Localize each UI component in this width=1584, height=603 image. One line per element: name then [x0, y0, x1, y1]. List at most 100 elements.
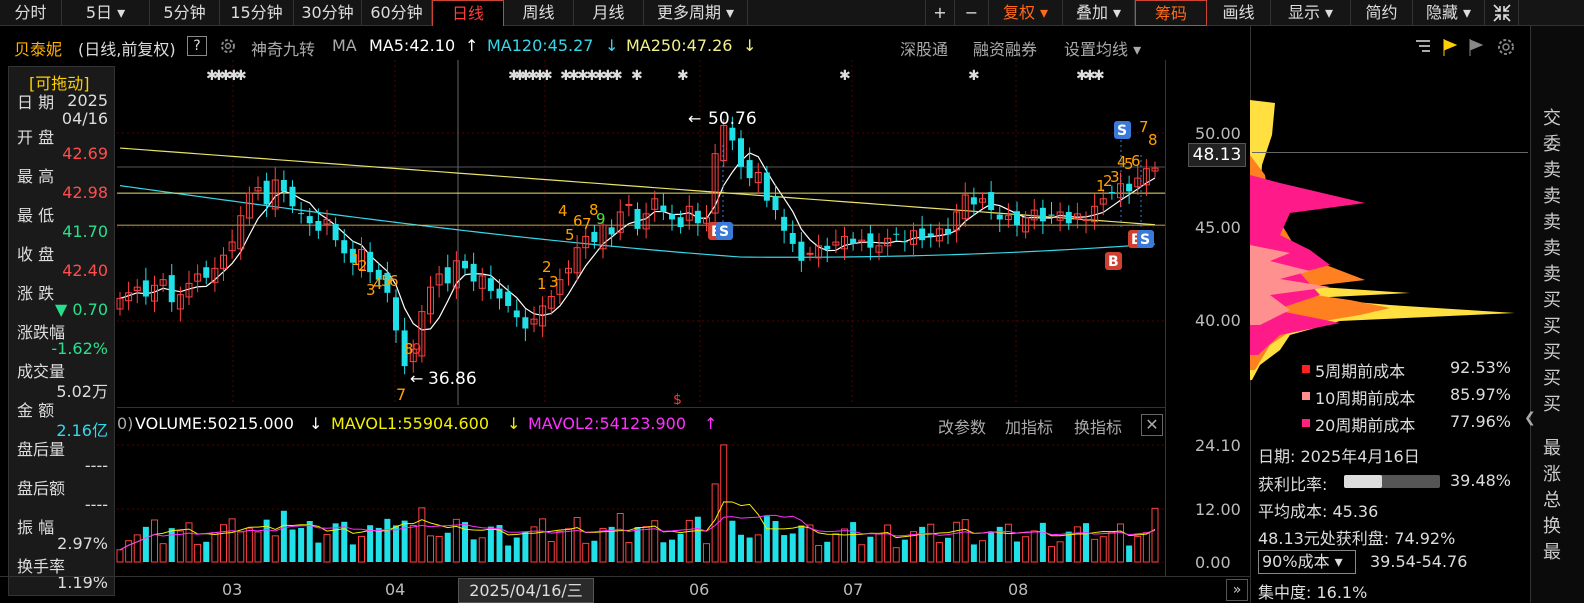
more-periods-dropdown[interactable]: 更多周期 ▾ [644, 0, 748, 26]
star-marker: ✱ [560, 68, 572, 84]
candle-up [979, 198, 986, 203]
data-row-label: 金 额 [17, 401, 55, 420]
volume-bar-down [850, 522, 857, 562]
candle-down [970, 197, 977, 205]
close-icon[interactable]: ✕ [1141, 414, 1163, 436]
switch-indicator-button[interactable]: 换指标 [1074, 418, 1123, 437]
tab-monthly[interactable]: 月线 [574, 0, 644, 26]
legend-label: 10周期前成本 [1315, 389, 1416, 408]
overlay-dropdown[interactable]: 叠加 ▾ [1063, 0, 1135, 26]
drag-handle[interactable]: [可拖动] [29, 74, 90, 93]
price-grid [117, 60, 1165, 405]
hk-connect-link[interactable]: 深股通 [900, 40, 949, 59]
star-marker: ✱ [611, 68, 623, 84]
nine-count: 8 [404, 340, 414, 358]
expand-icon[interactable]: ❮ [1524, 410, 1536, 426]
sidebar-label: 涨 [1543, 464, 1561, 485]
draw-line-button[interactable]: 画线 [1207, 0, 1271, 26]
arrow-left-icon: ← [688, 109, 701, 128]
margin-trading-link[interactable]: 融资融券 [973, 40, 1038, 59]
volume-info-bar: 0) VOLUME:50215.000 ↓ MAVOL1:55904.600 ↓… [117, 413, 1165, 437]
candle-down [608, 227, 615, 235]
candle-up [1082, 218, 1090, 222]
tab-intraday[interactable]: 分时 [0, 0, 62, 26]
volume-bar-up [435, 535, 443, 563]
volume-bar-up [539, 518, 547, 563]
volume-bar-up [573, 516, 581, 563]
star-marker: ✱ [541, 68, 553, 84]
data-row-label: 振 幅 [17, 518, 55, 537]
display-dropdown[interactable]: 显示 ▾ [1271, 0, 1351, 26]
star-marker: ✱ [228, 68, 240, 84]
simple-button[interactable]: 简约 [1351, 0, 1413, 26]
star-marker: ✱ [677, 68, 689, 84]
volume-bar-down [798, 525, 805, 562]
volume-bar-up [910, 531, 917, 563]
legend-value: 92.53% [1450, 358, 1512, 377]
cost-range-select[interactable]: 90%成本 ▾ [1258, 550, 1356, 574]
candle-down [694, 210, 701, 224]
candle-up [642, 213, 650, 230]
nine-turn-label[interactable]: 神奇九转 [251, 40, 316, 59]
price-line [1252, 152, 1528, 153]
volume-bar-up [1142, 532, 1150, 563]
candle-down [901, 241, 908, 243]
volume-bar-down [867, 536, 874, 562]
volume-bar-up [409, 524, 417, 563]
chip-button[interactable]: 筹码 [1135, 0, 1207, 26]
scroll-right-icon[interactable]: » [1226, 579, 1248, 601]
nine-count: 3 [549, 273, 559, 291]
star-marker: ✱ [235, 68, 247, 84]
volume-bar-down [996, 526, 1003, 562]
hide-dropdown[interactable]: 隐藏 ▾ [1413, 0, 1485, 26]
adjust-dropdown[interactable]: 复权 ▾ [989, 0, 1063, 26]
high-price-label: 50.76 [708, 109, 757, 129]
change-params-button[interactable]: 改参数 [938, 418, 987, 437]
volume-bar-up [323, 534, 331, 563]
candle-up [418, 311, 426, 357]
candle-up [211, 267, 219, 283]
candle-up [228, 241, 236, 252]
nine-count: 4 [558, 202, 568, 220]
zoom-out-button[interactable]: − [955, 0, 989, 26]
candle-up [478, 275, 486, 289]
stock-name[interactable]: 贝泰妮 [14, 40, 63, 59]
tab-5min[interactable]: 5分钟 [150, 0, 220, 26]
candle-down [289, 186, 296, 207]
set-ma-dropdown[interactable]: 设置均线 ▾ [1064, 40, 1142, 59]
volume-chart[interactable] [0, 437, 1250, 575]
data-window[interactable]: [可拖动] 日 期 2025 04/16 开 盘 42.69 最 高 42.98 最 低 41.… [8, 66, 115, 596]
zoom-in-button[interactable]: + [925, 0, 955, 26]
volume-bar-down [289, 529, 296, 562]
volume-bar-down [168, 528, 175, 562]
data-row-label: 换手率 [17, 557, 66, 576]
candle-up [125, 292, 133, 302]
gear-icon[interactable] [218, 36, 238, 60]
tab-60min[interactable]: 60分钟 [362, 0, 432, 26]
profit-ratio-bar [1344, 475, 1440, 488]
mavol2-value: MAVOL2:54123.900 [528, 414, 686, 433]
tab-weekly[interactable]: 周线 [504, 0, 574, 26]
candle-down [1108, 192, 1115, 194]
candle-up [754, 171, 762, 184]
volume-bar-down [315, 542, 322, 562]
candle-up [1073, 213, 1081, 220]
collapse-icon[interactable] [1485, 0, 1519, 26]
tab-daily[interactable]: 日线 [432, 0, 504, 26]
volume-bar-up [582, 542, 590, 563]
volume-bar-up [176, 530, 184, 563]
tab-15min[interactable]: 15分钟 [220, 0, 294, 26]
kline-chart[interactable]: ✱✱✱✱✱ ✱✱✱✱✱✱ ✱✱✱✱✱✱✱ ✱ ✱ ✱ ✱ ✱✱✱← 50.76← 36.86712… [0, 60, 1250, 405]
volume-bar-up [1091, 538, 1099, 563]
candle-down [168, 275, 175, 303]
candle-up [151, 284, 158, 302]
tab-5day[interactable]: 5日 ▾ [62, 0, 150, 26]
tab-30min[interactable]: 30分钟 [294, 0, 362, 26]
help-button[interactable]: ? [187, 36, 207, 56]
candle-up [1056, 211, 1064, 221]
add-indicator-button[interactable]: 加指标 [1005, 418, 1054, 437]
nine-count: 2 [358, 257, 368, 275]
volume-bar-down [824, 541, 831, 562]
volume-bar-down [608, 526, 615, 562]
star-marker: ✱ [594, 68, 606, 84]
